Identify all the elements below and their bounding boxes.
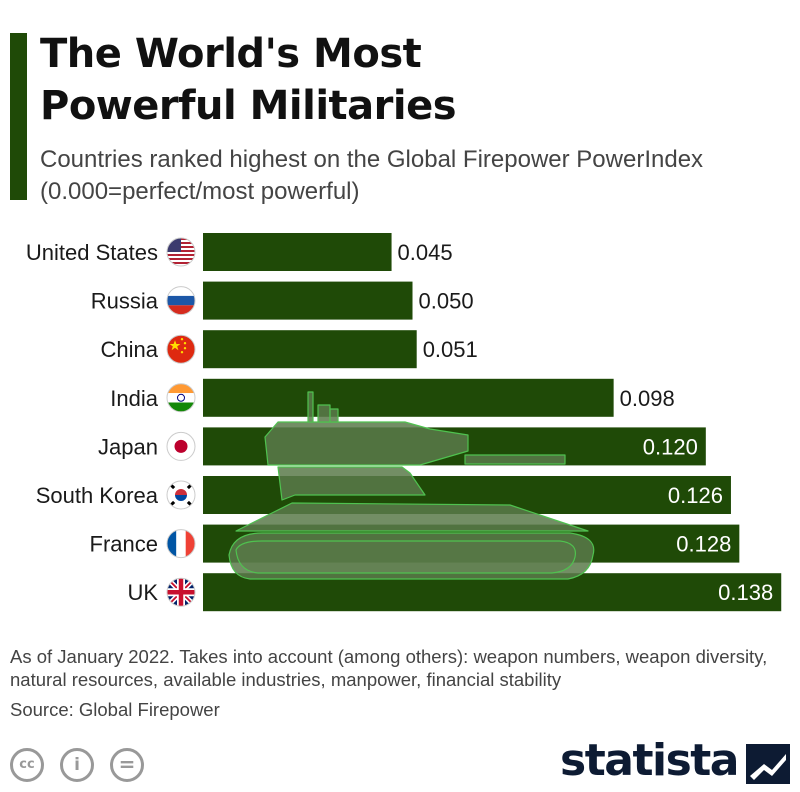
source-note: Source: Global Firepower bbox=[10, 699, 220, 720]
value-label: 0.051 bbox=[423, 337, 478, 362]
bar bbox=[203, 281, 413, 320]
footnote: As of January 2022. Takes into account (… bbox=[10, 646, 768, 690]
category-label: France bbox=[90, 532, 158, 557]
bar bbox=[203, 378, 614, 417]
bar-row: India 0.098 bbox=[110, 378, 675, 417]
cc-icon[interactable]: cc bbox=[10, 748, 44, 782]
us-flag-icon bbox=[166, 237, 196, 267]
bar-row: China 0.051 bbox=[101, 330, 478, 369]
bar-row: United States 0.045 bbox=[26, 233, 453, 271]
russia-flag-icon bbox=[166, 286, 196, 316]
category-label: India bbox=[110, 386, 158, 411]
france-flag-icon bbox=[166, 529, 196, 559]
china-flag-icon bbox=[166, 334, 196, 364]
category-label: United States bbox=[26, 240, 158, 265]
value-label: 0.098 bbox=[620, 386, 675, 411]
title-accent-bar bbox=[10, 33, 27, 200]
category-label: Russia bbox=[91, 289, 159, 314]
nd-icon[interactable]: = bbox=[110, 748, 144, 782]
by-icon[interactable]: i bbox=[60, 748, 94, 782]
statista-logo[interactable]: statista bbox=[560, 735, 739, 786]
value-label: 0.120 bbox=[643, 434, 698, 459]
chart-title: The World's Most Powerful Militaries bbox=[40, 31, 457, 129]
category-label: Japan bbox=[98, 434, 158, 459]
uk-flag-icon bbox=[166, 577, 196, 607]
bar-chart: United States 0.045 Russia 0.050 China 0.051 I… bbox=[26, 233, 782, 612]
japan-flag-icon bbox=[166, 431, 196, 461]
south-korea-flag-icon bbox=[166, 480, 196, 510]
category-label: South Korea bbox=[36, 483, 159, 508]
chart-subtitle: Countries ranked highest on the Global F… bbox=[40, 146, 704, 205]
bar bbox=[203, 233, 392, 271]
value-label: 0.126 bbox=[668, 483, 723, 508]
tank-icon bbox=[228, 391, 595, 580]
value-label: 0.045 bbox=[398, 240, 453, 265]
bar-row: Russia 0.050 bbox=[91, 281, 474, 320]
value-label: 0.138 bbox=[718, 580, 773, 605]
category-label: China bbox=[101, 337, 159, 362]
india-flag-icon bbox=[166, 383, 196, 413]
statista-logo-icon bbox=[746, 744, 790, 784]
category-label: UK bbox=[127, 580, 158, 605]
value-label: 0.128 bbox=[676, 532, 731, 557]
value-label: 0.050 bbox=[419, 289, 474, 314]
bar bbox=[203, 330, 417, 369]
